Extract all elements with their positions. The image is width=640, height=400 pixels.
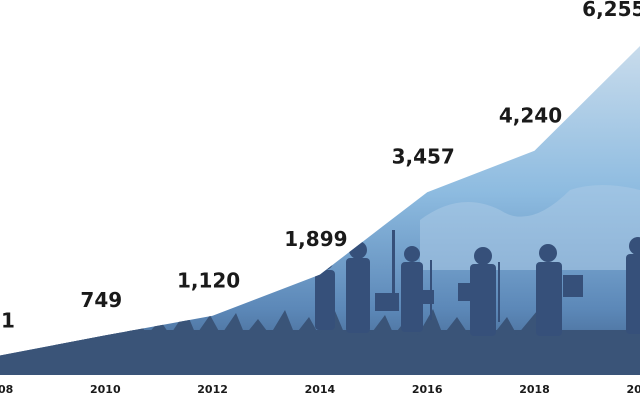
value-label: 1,899 [284, 227, 347, 251]
value-label: 361 [0, 308, 15, 332]
x-tick-label: 2010 [90, 383, 121, 396]
value-label: 4,240 [499, 103, 562, 127]
value-label: 3,457 [392, 145, 455, 169]
value-label: 749 [80, 288, 122, 312]
value-label: 6,255 [582, 0, 640, 21]
x-tick-label: 2008 [0, 383, 13, 396]
x-tick-label: 2012 [197, 383, 228, 396]
x-tick-label: 2014 [305, 383, 336, 396]
x-tick-label: 2016 [412, 383, 443, 396]
value-label: 1,120 [177, 268, 240, 292]
x-tick-label: 2018 [519, 383, 550, 396]
